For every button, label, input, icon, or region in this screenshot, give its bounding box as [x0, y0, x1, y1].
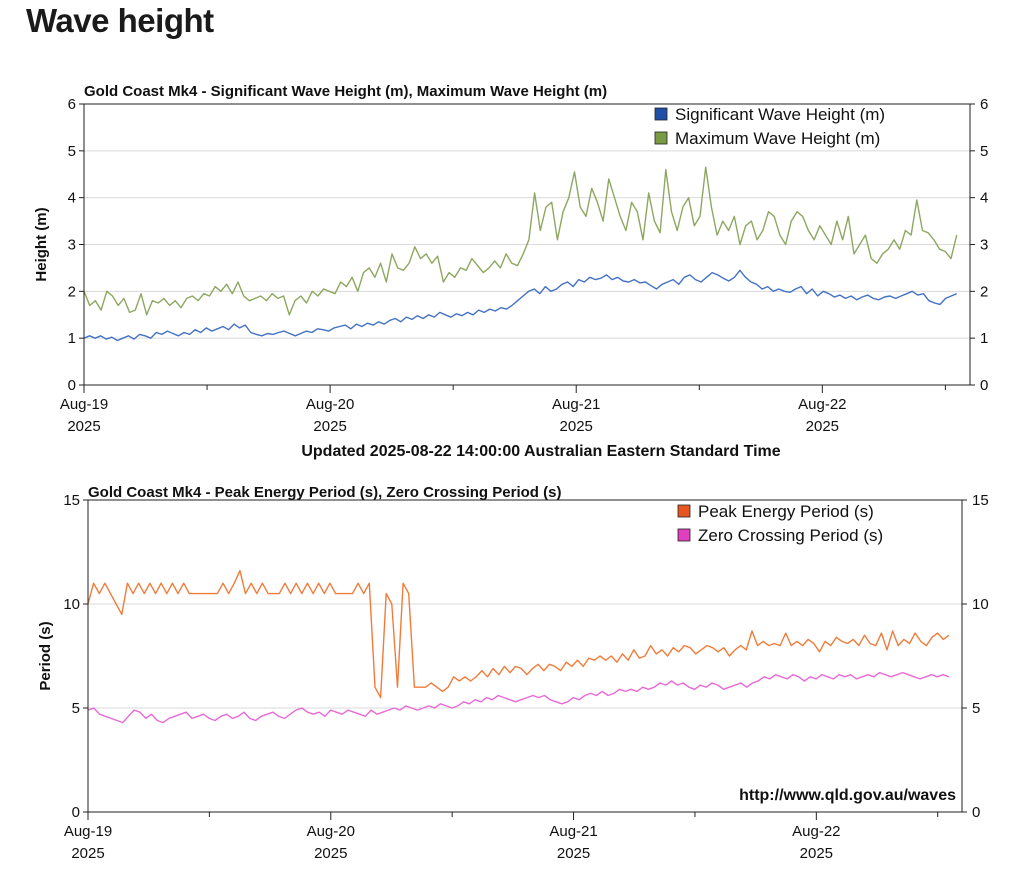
y-tick-label: 0	[72, 804, 80, 821]
x-tick-year-label: 2025	[557, 845, 590, 862]
x-tick-year-label: 2025	[314, 845, 347, 862]
y-tick-label-right: 3	[980, 237, 988, 254]
y-tick-label: 2	[68, 283, 76, 300]
legend-label-1: Peak Energy Period (s)	[698, 502, 874, 521]
plot-area	[83, 103, 971, 386]
wave-period-chart: Gold Coast Mk4 - Peak Energy Period (s),…	[37, 484, 989, 862]
y-tick-label-right: 0	[972, 804, 980, 821]
x-tick-year-label: 2025	[71, 845, 104, 862]
x-tick-label: Aug-21	[549, 823, 597, 840]
legend-swatch-1	[677, 504, 691, 518]
x-tick-label: Aug-22	[798, 396, 846, 413]
series-line-2	[83, 166, 958, 316]
y-tick-label: 4	[68, 190, 76, 207]
legend-swatch-2	[677, 528, 691, 542]
y-tick-label: 5	[68, 143, 76, 160]
chart-title: Gold Coast Mk4 - Significant Wave Height…	[84, 83, 607, 100]
series-line-1	[87, 569, 950, 699]
y-tick-label-right: 5	[980, 143, 988, 160]
y-axis-label: Period (s)	[37, 621, 54, 690]
series-line-2	[87, 671, 950, 724]
y-tick-label-right: 6	[980, 96, 988, 113]
x-tick-label: Aug-21	[552, 396, 600, 413]
y-tick-label: 1	[68, 330, 76, 347]
legend-label-2: Maximum Wave Height (m)	[675, 129, 880, 148]
y-tick-label-right: 15	[972, 492, 989, 509]
y-tick-label: 15	[63, 492, 80, 509]
x-tick-year-label: 2025	[560, 418, 593, 435]
y-tick-label: 10	[63, 596, 80, 613]
legend-swatch-1	[654, 107, 668, 121]
x-tick-label: Aug-22	[792, 823, 840, 840]
y-tick-label: 3	[68, 237, 76, 254]
source-url: http://www.qld.gov.au/waves	[739, 787, 956, 804]
y-tick-label-right: 5	[972, 700, 980, 717]
legend-swatch-2	[654, 131, 668, 145]
x-tick-year-label: 2025	[800, 845, 833, 862]
x-tick-label: Aug-19	[60, 396, 108, 413]
y-tick-label: 0	[68, 377, 76, 394]
legend-label-1: Significant Wave Height (m)	[675, 105, 885, 124]
updated-timestamp: Updated 2025-08-22 14:00:00 Australian E…	[301, 443, 780, 460]
x-tick-year-label: 2025	[67, 418, 100, 435]
plot-area	[87, 499, 963, 813]
y-tick-label-right: 1	[980, 330, 988, 347]
y-tick-label-right: 10	[972, 596, 989, 613]
y-tick-label-right: 4	[980, 190, 988, 207]
series-line-1	[83, 269, 957, 342]
x-tick-label: Aug-20	[307, 823, 355, 840]
y-axis-label: Height (m)	[33, 207, 50, 281]
y-tick-label: 5	[72, 700, 80, 717]
x-tick-year-label: 2025	[313, 418, 346, 435]
wave-height-chart: Gold Coast Mk4 - Significant Wave Height…	[33, 83, 988, 460]
y-tick-label-right: 0	[980, 377, 988, 394]
legend-label-2: Zero Crossing Period (s)	[698, 526, 883, 545]
chart-title: Gold Coast Mk4 - Peak Energy Period (s),…	[88, 484, 561, 501]
x-tick-label: Aug-20	[306, 396, 354, 413]
x-tick-year-label: 2025	[806, 418, 839, 435]
y-tick-label: 6	[68, 96, 76, 113]
y-tick-label-right: 2	[980, 283, 988, 300]
x-tick-label: Aug-19	[64, 823, 112, 840]
page-heading: Wave height	[26, 2, 214, 39]
